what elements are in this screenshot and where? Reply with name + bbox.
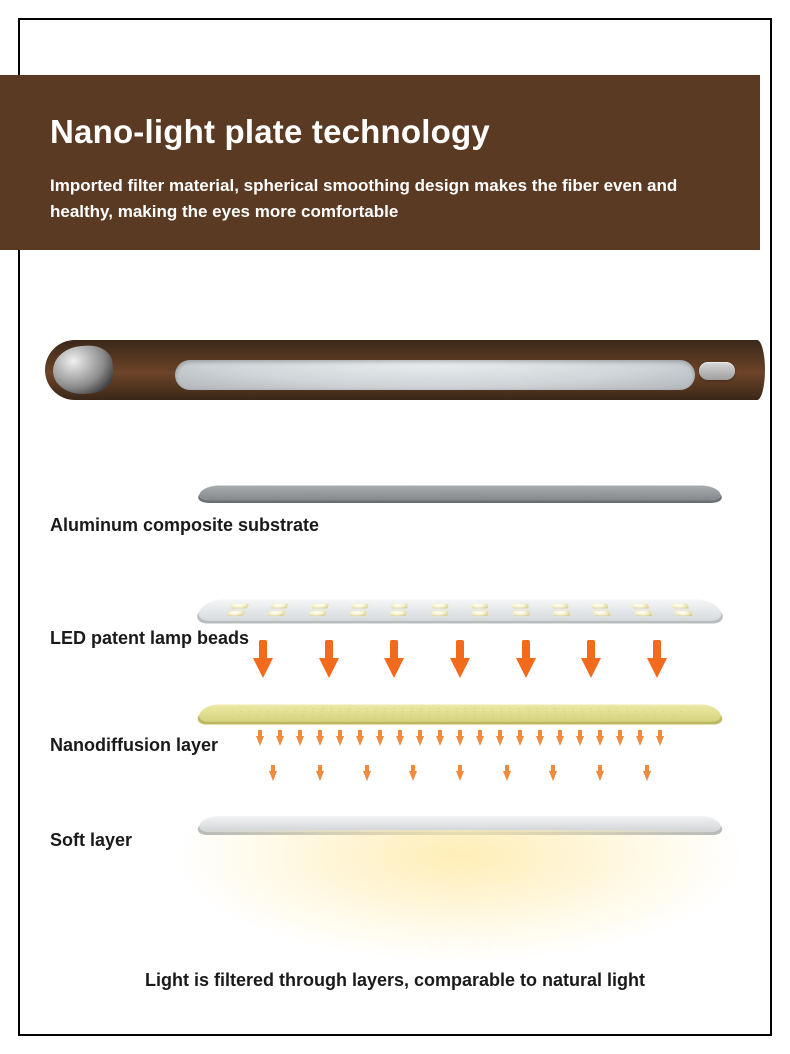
led-bead: [392, 604, 409, 609]
led-bead: [512, 604, 529, 609]
layer-label-led: LED patent lamp beads: [50, 628, 249, 649]
layer-label-soft: Soft layer: [50, 830, 132, 851]
arrow-down-small-icon: [636, 736, 644, 746]
arrow-down-small-icon: [396, 736, 404, 746]
led-bead: [594, 611, 612, 616]
arrow-down-small-icon: [596, 771, 604, 781]
layer-label-aluminum: Aluminum composite substrate: [50, 515, 319, 536]
arrow-down-small-icon: [596, 736, 604, 746]
layer-plate-aluminum: [200, 480, 720, 506]
arrow-down-icon: [319, 658, 339, 678]
lamp-head: [45, 340, 765, 400]
led-bead: [553, 611, 570, 616]
arrow-down-icon: [581, 658, 601, 678]
arrow-down-small-icon: [276, 736, 284, 746]
arrow-down-icon: [253, 658, 273, 678]
layer-label-nanodiffusion: Nanodiffusion layer: [50, 735, 218, 756]
arrow-down-small-icon: [316, 771, 324, 781]
arrow-down-small-icon: [643, 771, 651, 781]
arrow-down-small-icon: [536, 736, 544, 746]
arrow-down-small-icon: [269, 771, 277, 781]
led-bead: [472, 611, 488, 616]
arrow-down-small-icon: [256, 736, 264, 746]
led-bead: [671, 604, 689, 609]
led-bead: [432, 604, 448, 609]
arrow-down-small-icon: [416, 736, 424, 746]
led-bead: [309, 611, 327, 616]
arrows-small: [250, 732, 670, 802]
arrow-down-small-icon: [456, 736, 464, 746]
led-bead: [350, 611, 367, 616]
arrow-down-small-icon: [296, 736, 304, 746]
layer-plate-led: [200, 590, 720, 630]
led-bead: [634, 611, 652, 616]
led-bead: [311, 604, 328, 609]
led-bead: [351, 604, 368, 609]
arrow-down-icon: [450, 658, 470, 678]
arrow-down-small-icon: [556, 736, 564, 746]
led-bead: [591, 604, 608, 609]
hero-title: Nano-light plate technology: [50, 113, 720, 151]
arrows-big: [230, 630, 690, 678]
arrow-down-small-icon: [356, 736, 364, 746]
arrow-down-small-icon: [476, 736, 484, 746]
footer-caption: Light is filtered through layers, compar…: [0, 970, 790, 991]
arrow-down-small-icon: [616, 736, 624, 746]
led-bead: [391, 611, 408, 616]
led-bead: [431, 611, 447, 616]
arrow-down-small-icon: [336, 736, 344, 746]
arrow-down-small-icon: [516, 736, 524, 746]
arrow-down-small-icon: [456, 771, 464, 781]
arrow-down-small-icon: [316, 736, 324, 746]
lamp-side-button: [699, 362, 735, 380]
arrow-down-small-icon: [436, 736, 444, 746]
led-bead: [231, 604, 249, 609]
led-bead: [227, 611, 246, 616]
led-bead: [268, 611, 286, 616]
arrow-down-small-icon: [656, 736, 664, 746]
arrow-down-small-icon: [549, 771, 557, 781]
lamp-window: [175, 360, 695, 390]
led-bead: [552, 604, 569, 609]
arrow-down-small-icon: [376, 736, 384, 746]
led-bead: [631, 604, 649, 609]
led-bead: [271, 604, 289, 609]
led-bead: [472, 604, 488, 609]
arrow-down-small-icon: [363, 771, 371, 781]
arrow-down-small-icon: [496, 736, 504, 746]
arrow-down-small-icon: [503, 771, 511, 781]
arrow-down-icon: [384, 658, 404, 678]
arrow-down-icon: [647, 658, 667, 678]
layer-plate-nanodiffusion: [200, 698, 720, 728]
led-bead: [513, 611, 530, 616]
arrow-down-icon: [516, 658, 536, 678]
hero-subtitle: Imported filter material, spherical smoo…: [50, 173, 720, 226]
arrow-down-small-icon: [576, 736, 584, 746]
led-bead: [674, 611, 693, 616]
arrow-down-small-icon: [409, 771, 417, 781]
layer-plate-soft: [200, 810, 720, 838]
hero-band: Nano-light plate technology Imported fil…: [0, 75, 760, 250]
